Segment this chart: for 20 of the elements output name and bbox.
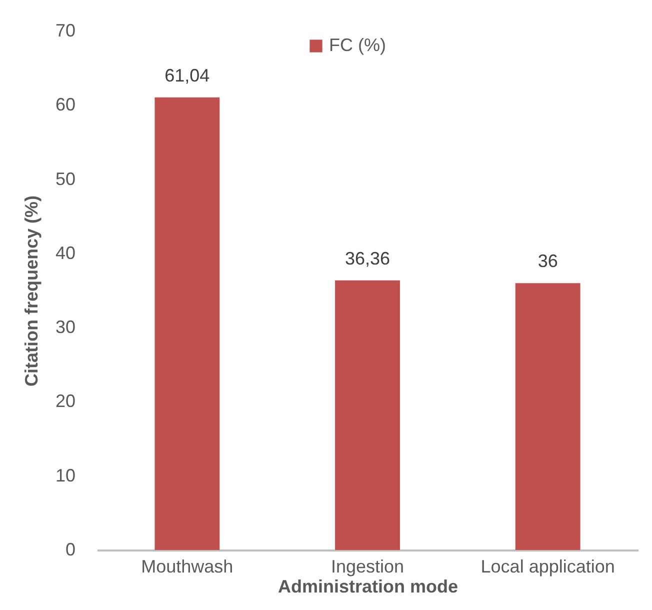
bar (154, 97, 220, 550)
data-label: 36 (538, 251, 558, 272)
y-tick-label: 70 (55, 20, 76, 40)
data-label: 36,36 (344, 248, 390, 268)
y-tick-label: 60 (55, 94, 76, 115)
y-tick-label: 20 (55, 391, 76, 412)
y-tick-label: 0 (65, 540, 76, 560)
x-tick-label: Mouthwash (141, 556, 234, 576)
legend-label: FC (%) (329, 35, 386, 55)
bar (515, 283, 580, 550)
data-label: 61,04 (164, 65, 210, 86)
x-tick-label: Ingestion (330, 556, 404, 576)
y-tick-label: 40 (55, 242, 76, 263)
y-axis-title: Citation frequency (%) (21, 195, 42, 387)
x-tick-label: Local application (480, 556, 615, 576)
bar (335, 280, 400, 550)
y-tick-label: 50 (55, 168, 76, 189)
y-tick-label: 10 (55, 465, 76, 486)
x-axis-title: Administration mode (278, 576, 458, 596)
y-tick-label: 30 (55, 317, 76, 338)
